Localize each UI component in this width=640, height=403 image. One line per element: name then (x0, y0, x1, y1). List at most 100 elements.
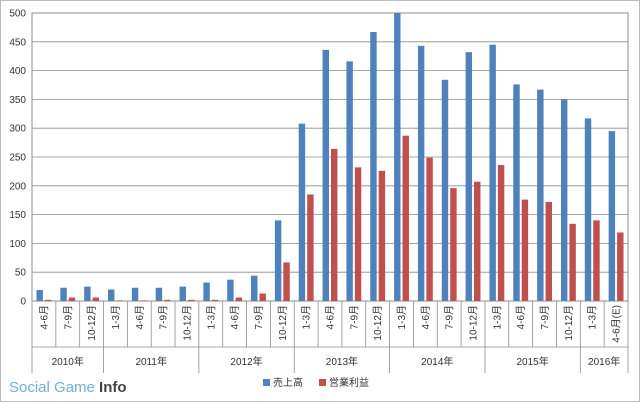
bar-sales (36, 290, 43, 301)
bar-operating-profit (164, 299, 171, 301)
y-tick-label: 250 (9, 153, 26, 164)
legend-label: 営業利益 (329, 376, 369, 389)
x-tick-label: 10-12月 (181, 305, 193, 341)
x-tick-label: 1-3月 (396, 305, 408, 329)
bar-operating-profit (474, 181, 481, 301)
bar-sales (179, 286, 186, 301)
year-label: 2014年 (421, 355, 453, 368)
bar-operating-profit (68, 297, 76, 301)
bar-operating-profit (521, 199, 529, 301)
x-tick-label: 1-3月 (587, 305, 599, 329)
brand-logo: Social Game Info (9, 379, 127, 396)
bar-sales (560, 99, 568, 302)
x-tick-label: 1-3月 (491, 305, 503, 329)
legend-label: 売上高 (273, 376, 303, 389)
bar-sales (298, 123, 306, 301)
year-label: 2010年 (52, 355, 84, 368)
bar-operating-profit (497, 165, 505, 301)
bar-operating-profit (92, 297, 100, 301)
bar-sales (131, 287, 139, 301)
x-tick-label: 7-9月 (158, 305, 170, 329)
x-tick-label: 4-6月 (515, 305, 527, 329)
bar-sales (465, 52, 473, 301)
bar-operating-profit (402, 135, 409, 301)
bar-sales (417, 45, 425, 301)
x-tick-label: 4-6月 (325, 305, 337, 329)
x-tick-label: 10-12月 (277, 305, 289, 341)
x-tick-label: 10-12月 (372, 305, 384, 341)
x-tick-label: 10-12月 (86, 305, 98, 341)
y-tick-label: 0 (20, 297, 26, 308)
x-tick-label: 7-9月 (62, 305, 74, 329)
bar-sales (155, 287, 163, 301)
bar-sales (346, 61, 353, 301)
x-tick-label: 4-6月(E) (611, 305, 623, 343)
bar-operating-profit (140, 300, 147, 301)
x-tick-label: 4-6月 (38, 305, 50, 329)
bar-sales (537, 89, 544, 301)
bar-sales (584, 118, 592, 302)
bar-operating-profit (116, 300, 123, 301)
bar-sales (608, 131, 616, 301)
bar-operating-profit (378, 170, 386, 301)
x-tick-label: 10-12月 (468, 305, 480, 341)
bar-operating-profit (545, 201, 552, 301)
bar-operating-profit (307, 194, 314, 301)
bar-sales (227, 279, 234, 301)
y-tick-label: 450 (9, 37, 26, 48)
bar-sales (370, 32, 377, 302)
bar-operating-profit (235, 297, 243, 301)
year-label: 2015年 (517, 355, 549, 368)
bar-operating-profit (426, 157, 433, 301)
y-tick-label: 50 (15, 268, 27, 279)
x-tick-label: 7-9月 (348, 305, 360, 329)
x-tick-label: 7-9月 (539, 305, 551, 329)
y-tick-label: 350 (9, 95, 26, 106)
bar-operating-profit (259, 293, 266, 301)
bar-operating-profit (354, 167, 362, 301)
bar-sales (251, 275, 258, 301)
bar-sales (84, 286, 91, 301)
bar-sales (489, 44, 496, 302)
bar-operating-profit (617, 232, 624, 301)
x-tick-label: 1-3月 (205, 305, 217, 329)
y-tick-label: 150 (9, 210, 26, 221)
bar-sales (60, 287, 67, 301)
y-tick-label: 400 (9, 66, 26, 77)
year-label: 2013年 (326, 355, 358, 368)
y-tick-label: 200 (9, 181, 26, 192)
x-tick-label: 7-9月 (253, 305, 265, 329)
x-tick-label: 4-6月 (420, 305, 432, 329)
y-tick-label: 300 (9, 124, 26, 135)
legend-swatch (263, 379, 270, 386)
x-tick-label: 4-6月 (229, 305, 241, 329)
x-tick-label: 7-9月 (444, 305, 456, 329)
bar-sales (394, 13, 401, 301)
bar-sales (108, 289, 115, 301)
x-tick-label: 1-3月 (110, 305, 122, 329)
bar-operating-profit (211, 299, 219, 301)
brand-text-social-game: Social Game (9, 379, 100, 396)
bar-operating-profit (283, 262, 290, 301)
y-tick-label: 100 (9, 239, 26, 250)
bar-operating-profit (187, 299, 195, 301)
bar-operating-profit (593, 220, 600, 301)
year-label: 2011年 (135, 355, 167, 368)
bar-sales (322, 49, 329, 301)
y-tick-label: 500 (9, 9, 26, 20)
bar-operating-profit (44, 299, 52, 301)
bar-sales (274, 220, 282, 301)
bar-operating-profit (450, 188, 457, 301)
year-label: 2012年 (230, 355, 262, 368)
legend-swatch (319, 379, 326, 386)
brand-text-info: Info (99, 379, 127, 396)
x-tick-label: 1-3月 (301, 305, 313, 329)
bar-operating-profit (331, 148, 338, 301)
bar-sales (441, 79, 449, 301)
year-label: 2016年 (588, 355, 620, 368)
bar-operating-profit (569, 223, 576, 301)
x-tick-label: 4-6月 (134, 305, 146, 329)
bar-sales (203, 282, 210, 301)
